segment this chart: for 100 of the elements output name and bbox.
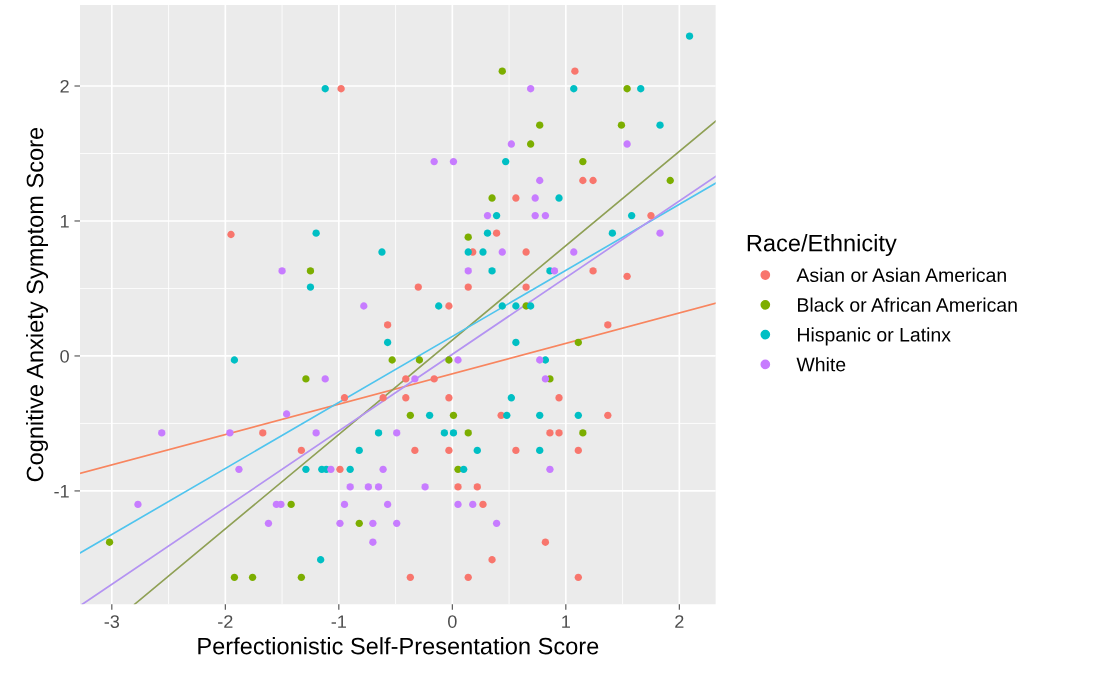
point bbox=[158, 429, 166, 437]
point bbox=[230, 573, 239, 581]
point bbox=[623, 140, 631, 148]
point bbox=[512, 302, 520, 310]
point bbox=[464, 267, 472, 275]
point bbox=[383, 338, 392, 347]
point bbox=[623, 272, 631, 280]
point bbox=[464, 248, 472, 256]
point bbox=[550, 267, 559, 275]
legend-label: White bbox=[796, 357, 846, 372]
point bbox=[604, 411, 612, 420]
point bbox=[235, 465, 243, 474]
point bbox=[393, 519, 401, 527]
point bbox=[617, 121, 626, 129]
point bbox=[383, 500, 392, 509]
point bbox=[336, 519, 344, 527]
point bbox=[623, 85, 631, 93]
point bbox=[449, 429, 458, 437]
point bbox=[574, 411, 582, 420]
point bbox=[503, 411, 511, 420]
point bbox=[402, 394, 410, 402]
point bbox=[541, 375, 550, 383]
point bbox=[574, 573, 582, 581]
point bbox=[425, 411, 434, 420]
point bbox=[105, 538, 114, 546]
point bbox=[227, 230, 235, 239]
point bbox=[454, 483, 462, 491]
point bbox=[473, 483, 481, 491]
point bbox=[440, 429, 449, 437]
point bbox=[555, 429, 563, 437]
point bbox=[483, 229, 492, 237]
point bbox=[536, 411, 544, 420]
point bbox=[492, 519, 501, 527]
point bbox=[336, 465, 344, 474]
point bbox=[316, 556, 325, 564]
point bbox=[337, 85, 345, 93]
point bbox=[502, 157, 510, 166]
point bbox=[374, 483, 383, 491]
point bbox=[415, 356, 424, 364]
x-tick-label: -3 bbox=[104, 615, 120, 628]
point bbox=[379, 465, 387, 474]
point bbox=[469, 500, 477, 509]
point bbox=[488, 556, 496, 564]
point bbox=[454, 500, 462, 509]
y-tick-label: -1 bbox=[54, 485, 69, 498]
point bbox=[369, 538, 377, 546]
point bbox=[248, 573, 257, 581]
point bbox=[302, 465, 310, 474]
point bbox=[473, 446, 481, 455]
point bbox=[321, 85, 329, 93]
point bbox=[364, 483, 373, 491]
point bbox=[647, 211, 655, 220]
point bbox=[297, 446, 306, 455]
point bbox=[492, 211, 501, 220]
point bbox=[445, 394, 453, 402]
point bbox=[312, 229, 320, 237]
point bbox=[479, 500, 487, 509]
x-tick-label: 2 bbox=[675, 615, 684, 628]
x-tick-label: 0 bbox=[448, 615, 457, 628]
point bbox=[411, 375, 419, 383]
point bbox=[570, 248, 578, 256]
point bbox=[360, 302, 368, 310]
point bbox=[327, 465, 335, 474]
point bbox=[541, 538, 550, 546]
point bbox=[449, 157, 458, 166]
point bbox=[512, 446, 520, 455]
point bbox=[488, 267, 496, 275]
point bbox=[589, 267, 597, 275]
point bbox=[574, 338, 582, 347]
point bbox=[498, 302, 506, 310]
point bbox=[571, 67, 579, 75]
point bbox=[312, 429, 320, 437]
point bbox=[589, 176, 597, 185]
point bbox=[536, 356, 544, 364]
x-tick-label: 1 bbox=[562, 615, 570, 628]
point bbox=[430, 157, 438, 166]
point bbox=[464, 233, 472, 241]
point bbox=[355, 519, 363, 527]
point bbox=[340, 394, 349, 402]
point bbox=[369, 519, 377, 527]
point bbox=[340, 500, 349, 509]
point bbox=[526, 302, 535, 310]
x-tick-label: -2 bbox=[218, 615, 233, 628]
point bbox=[546, 465, 554, 474]
point bbox=[460, 465, 468, 474]
point bbox=[430, 375, 438, 383]
legend-title: Race/Ethnicity bbox=[747, 234, 897, 257]
point bbox=[579, 157, 587, 166]
point bbox=[297, 573, 306, 581]
point bbox=[464, 283, 472, 291]
point bbox=[287, 500, 295, 509]
point bbox=[445, 302, 453, 310]
point bbox=[278, 267, 286, 275]
y-axis-title: Cognitive Anxiety Symptom Score bbox=[26, 127, 49, 482]
point bbox=[522, 248, 530, 256]
point bbox=[483, 211, 492, 220]
point bbox=[570, 85, 578, 93]
point bbox=[435, 302, 443, 310]
point bbox=[449, 411, 458, 420]
point bbox=[259, 429, 267, 437]
